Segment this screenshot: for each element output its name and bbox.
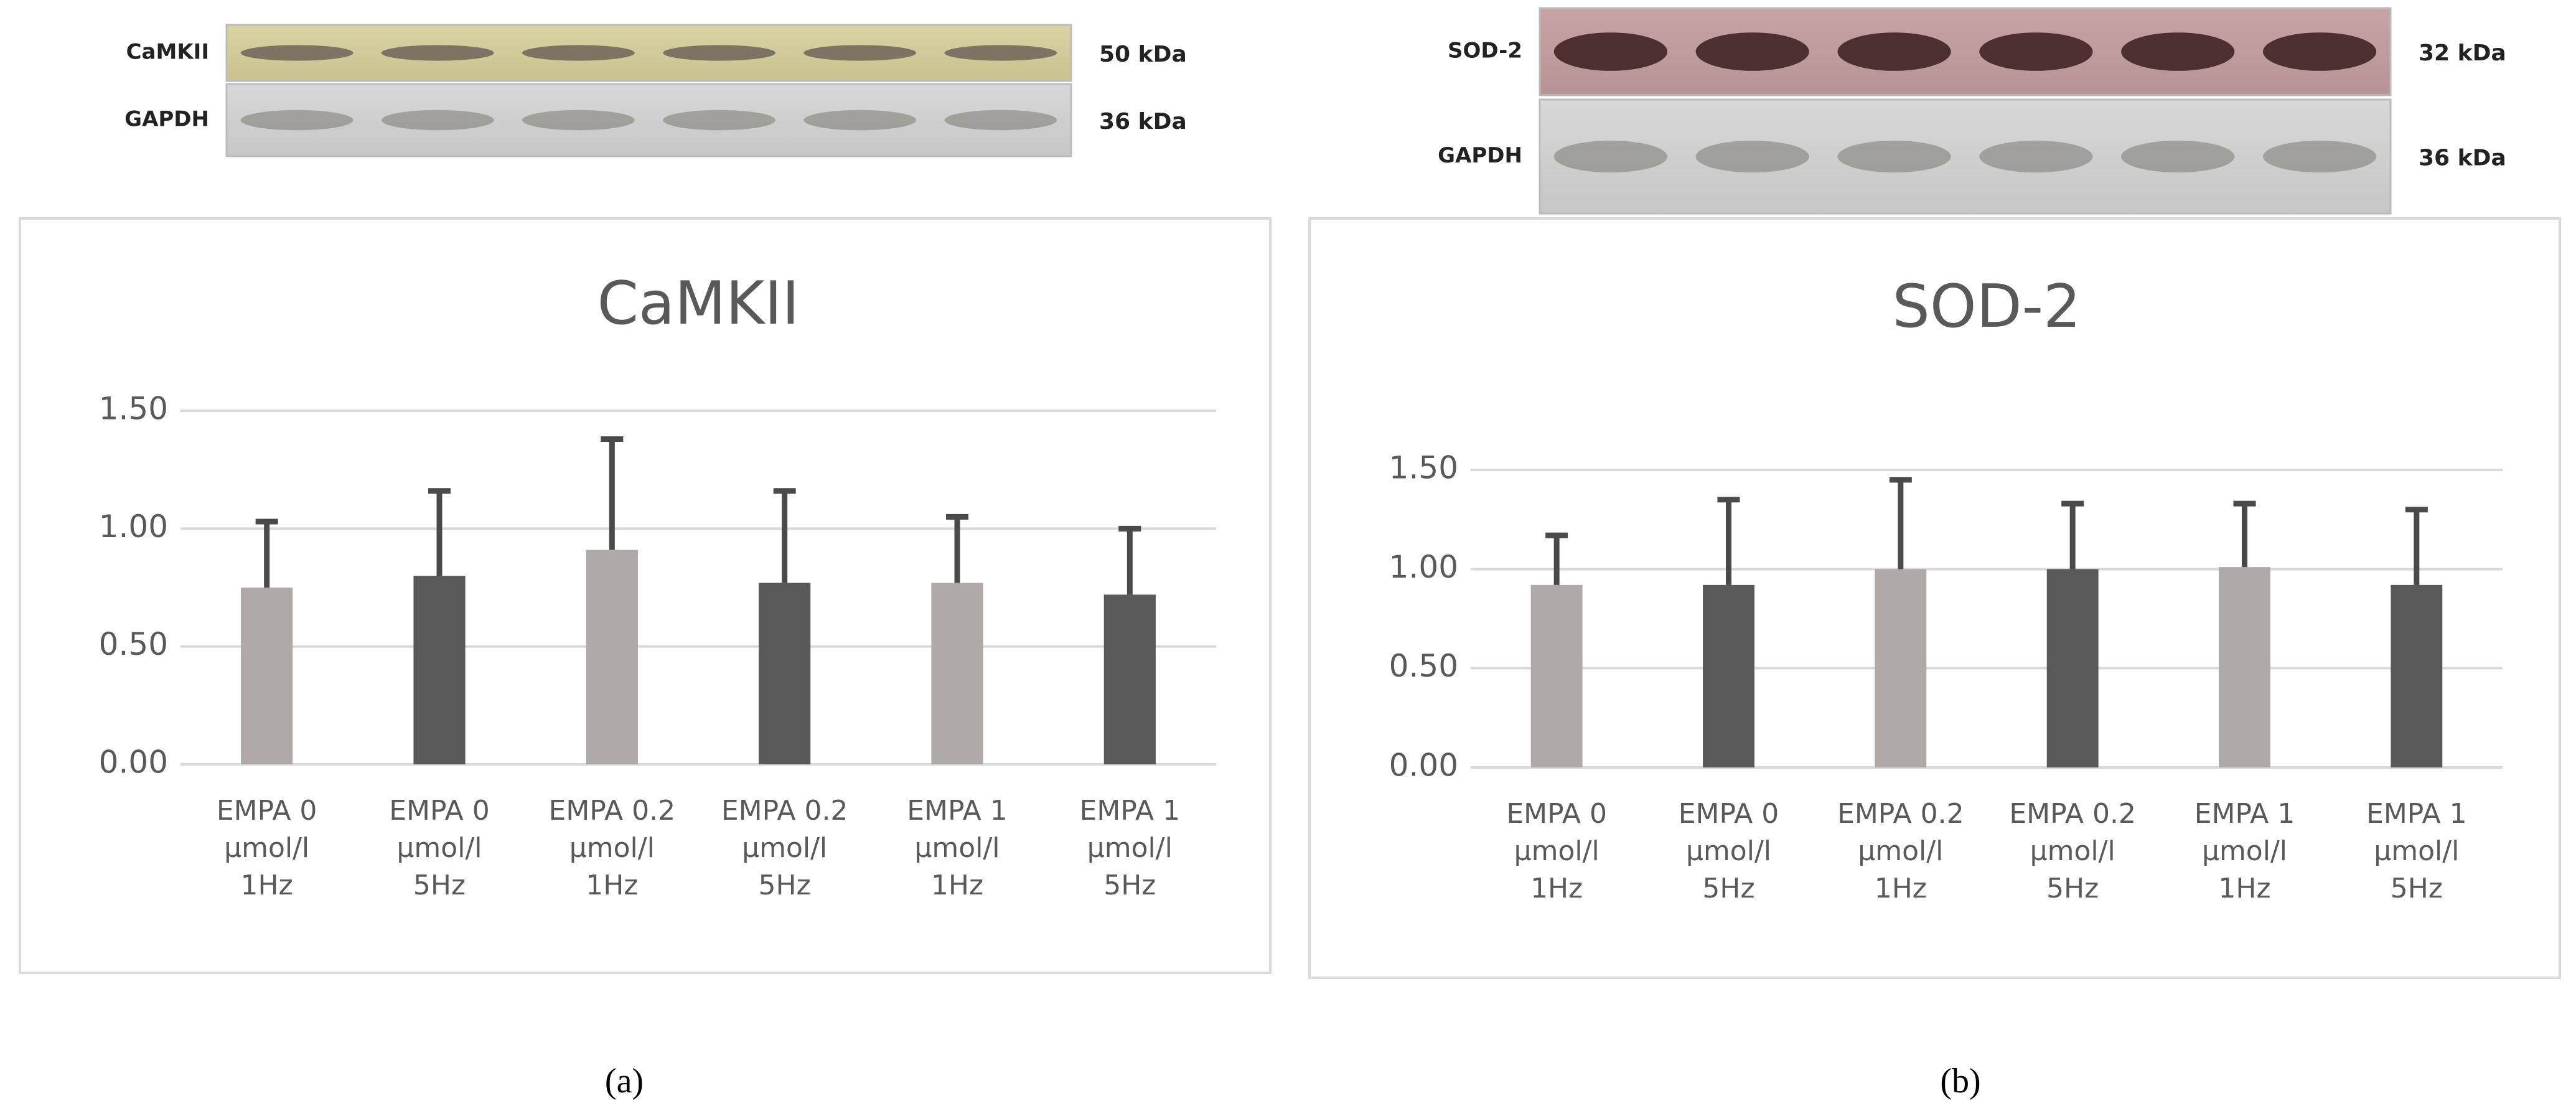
blot-band xyxy=(1553,140,1668,173)
blot-band xyxy=(2262,140,2377,173)
x-tick-label: EMPA 0 µmol/l 1Hz xyxy=(216,795,317,901)
bar xyxy=(759,583,811,764)
blot-strip xyxy=(225,24,1072,82)
x-tick-label: EMPA 1 µmol/l 5Hz xyxy=(2366,798,2467,904)
blot-band xyxy=(522,45,635,61)
blot-band xyxy=(381,45,494,61)
blot-band xyxy=(1695,32,1809,71)
error-bar xyxy=(2061,500,2084,570)
bar xyxy=(1103,594,1156,764)
blot-band xyxy=(381,110,494,131)
bar xyxy=(931,583,983,764)
y-tick-label: 1.00 xyxy=(1389,549,1458,585)
error-bar xyxy=(1118,525,1141,595)
bar xyxy=(1530,584,1583,767)
chart-frame xyxy=(19,217,1272,974)
bar xyxy=(241,588,293,764)
bar xyxy=(2391,584,2443,767)
blot-label: CaMKII xyxy=(126,40,209,65)
blot-strip xyxy=(1539,98,2392,215)
x-tick-label: EMPA 1 µmol/l 5Hz xyxy=(1079,795,1181,901)
chart-title: SOD-2 xyxy=(1893,273,2081,341)
blot-band xyxy=(522,110,635,131)
error-bar xyxy=(946,513,968,583)
blot-label: SOD-2 xyxy=(1448,39,1522,63)
x-tick-label: EMPA 1 µmol/l 1Hz xyxy=(907,795,1008,901)
error-bar xyxy=(1545,532,1568,585)
x-tick-label: EMPA 0.2 µmol/l 1Hz xyxy=(548,795,676,901)
bar xyxy=(1703,584,1754,767)
chart-title: CaMKII xyxy=(597,270,800,338)
blot-band xyxy=(2121,140,2235,173)
x-tick-label: EMPA 0.2 µmol/l 5Hz xyxy=(721,795,848,901)
bar xyxy=(413,576,466,764)
blot-size: 32 kDa xyxy=(2419,40,2506,66)
blot-band xyxy=(1837,32,1951,71)
y-tick-label: 0.50 xyxy=(1389,648,1458,684)
chart-frame xyxy=(1308,217,2561,979)
blot-size: 50 kDa xyxy=(1099,42,1187,67)
blot-band xyxy=(803,110,917,131)
blot-band xyxy=(2121,32,2235,71)
y-tick-label: 1.50 xyxy=(1389,450,1458,486)
blot-strip xyxy=(1539,7,2392,96)
blot-strip xyxy=(225,83,1072,157)
x-tick-label: EMPA 0 µmol/l 5Hz xyxy=(389,795,490,901)
blot-band xyxy=(944,45,1057,61)
blot-band xyxy=(1979,32,2093,71)
bar xyxy=(1875,569,1927,767)
x-tick-label: EMPA 0.2 µmol/l 1Hz xyxy=(1837,798,1964,904)
x-tick-label: EMPA 0 µmol/l 1Hz xyxy=(1506,798,1607,904)
blot-band xyxy=(944,110,1057,131)
y-tick-label: 0.50 xyxy=(99,626,168,662)
error-bar xyxy=(428,488,451,576)
panel-label: (b) xyxy=(1940,1062,1980,1100)
bar xyxy=(2046,569,2099,767)
error-bar xyxy=(601,436,624,550)
blot-band xyxy=(240,45,354,61)
error-bar xyxy=(255,518,278,588)
error-bar xyxy=(1889,477,1912,570)
y-tick-label: 1.00 xyxy=(99,509,168,545)
y-tick-label: 1.50 xyxy=(99,391,168,427)
blot-band xyxy=(240,110,354,131)
blot-band xyxy=(1695,140,1809,173)
panel-label: (a) xyxy=(605,1062,644,1100)
blot-band xyxy=(1553,32,1668,71)
x-tick-label: EMPA 1 µmol/l 1Hz xyxy=(2194,798,2295,904)
blot-band xyxy=(1837,140,1951,173)
bar xyxy=(2219,567,2270,767)
blot-band xyxy=(1979,140,2093,173)
error-bar xyxy=(2233,500,2256,568)
blot-band xyxy=(2262,32,2377,71)
y-tick-label: 0.00 xyxy=(99,744,168,781)
blot-band xyxy=(663,110,776,131)
blot-size: 36 kDa xyxy=(2419,146,2506,171)
y-tick-label: 0.00 xyxy=(1389,748,1458,784)
bar xyxy=(586,550,638,764)
blot-band xyxy=(803,45,917,61)
error-bar xyxy=(1717,497,1740,585)
blot-label: GAPDH xyxy=(1438,143,1522,168)
blot-band xyxy=(663,45,776,61)
blot-size: 36 kDa xyxy=(1099,109,1187,134)
error-bar xyxy=(2405,507,2428,585)
x-tick-label: EMPA 0.2 µmol/l 5Hz xyxy=(2009,798,2136,904)
blot-label: GAPDH xyxy=(124,107,209,132)
x-tick-label: EMPA 0 µmol/l 5Hz xyxy=(1678,798,1779,904)
error-bar xyxy=(773,488,796,583)
